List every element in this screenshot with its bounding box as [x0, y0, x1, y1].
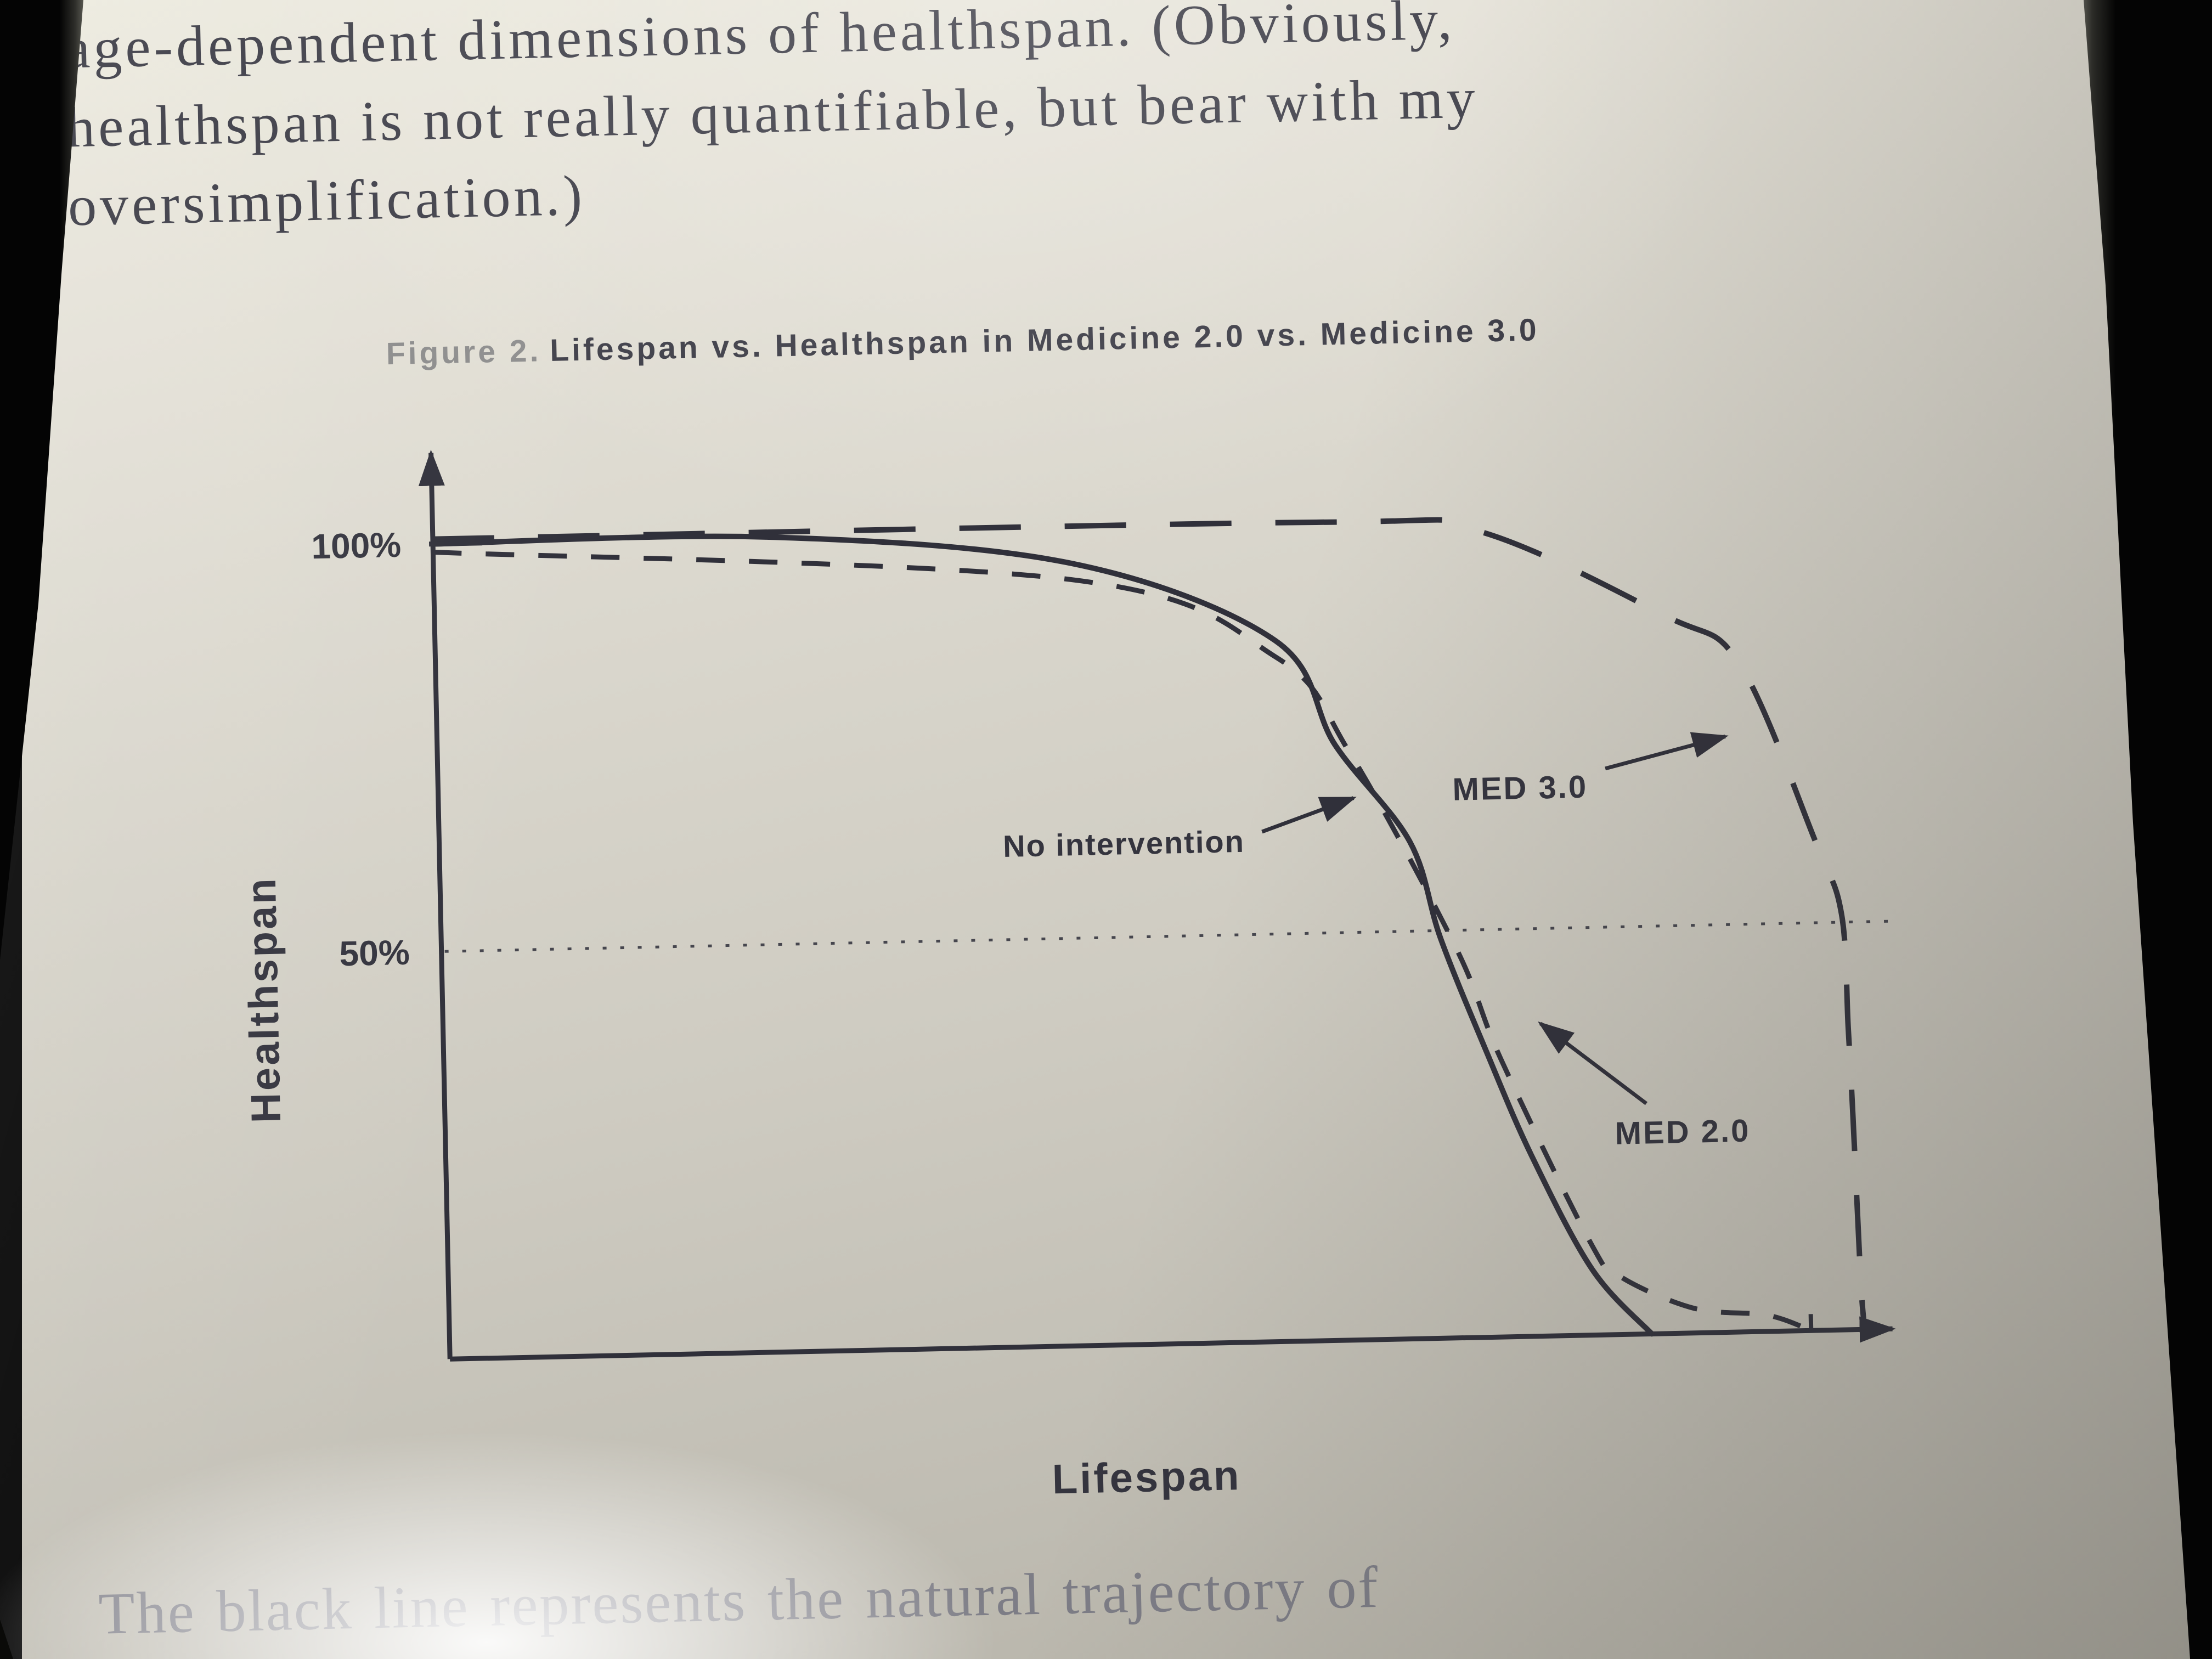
fifty-percent-dotted-line [444, 919, 1894, 953]
y-axis-label: Healthspan [238, 876, 290, 1124]
med-3-0-curve [432, 517, 1867, 1330]
y-tick-label-100: 100% [311, 525, 402, 566]
y-axis [418, 449, 453, 1359]
annotation-arrow-no-intervention [1261, 796, 1357, 834]
bezel-edge-bottom-left [0, 1620, 13, 1659]
x-tick-med2-end [1808, 1314, 1814, 1331]
y-tick-label-50: 50% [339, 933, 410, 974]
x-axis [450, 1316, 1896, 1362]
annotation-med-2-0: MED 2.0 [1615, 1113, 1751, 1152]
med-2-0-curve [433, 549, 1812, 1333]
annotation-arrow-med-2-0 [1538, 1021, 1648, 1105]
x-axis-label: Lifespan [1052, 1452, 1242, 1503]
annotation-arrow-med-3-0 [1605, 732, 1729, 771]
annotation-med-3-0: MED 3.0 [1452, 769, 1588, 808]
annotation-no-intervention: No intervention [1003, 824, 1245, 864]
